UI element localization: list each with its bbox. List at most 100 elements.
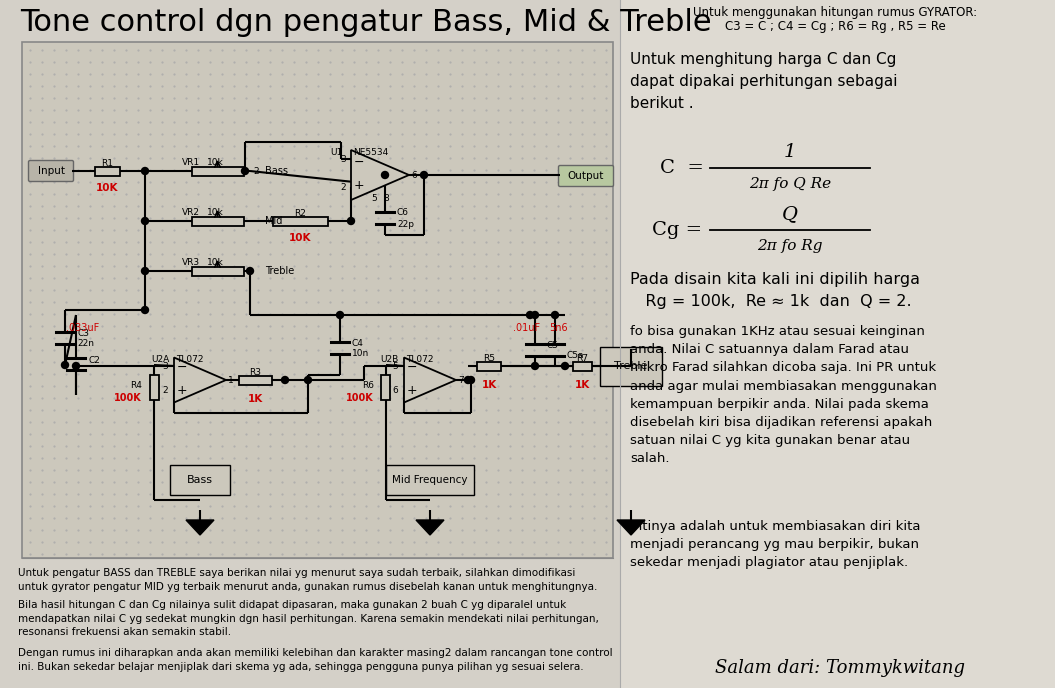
Text: Untuk pengatur BASS dan TREBLE saya berikan nilai yg menurut saya sudah terbaik,: Untuk pengatur BASS dan TREBLE saya beri… — [18, 568, 597, 592]
Text: VR1: VR1 — [183, 158, 200, 166]
Bar — [192, 217, 244, 226]
Text: 5: 5 — [371, 194, 377, 203]
Text: C4: C4 — [352, 339, 364, 348]
Text: Mid: Mid — [265, 216, 283, 226]
Text: R6: R6 — [362, 380, 375, 389]
Text: 6: 6 — [411, 171, 417, 180]
Bar — [620, 0, 1055, 688]
Text: 6: 6 — [392, 385, 398, 394]
Circle shape — [141, 306, 149, 314]
Bar — [192, 166, 244, 175]
Text: Q: Q — [782, 205, 798, 223]
Text: VR3: VR3 — [183, 257, 200, 266]
Text: 1: 1 — [228, 376, 234, 385]
FancyBboxPatch shape — [28, 160, 74, 182]
Circle shape — [467, 376, 475, 383]
Text: R4: R4 — [130, 380, 142, 389]
Text: 1K: 1K — [575, 380, 590, 390]
Polygon shape — [186, 520, 214, 535]
Circle shape — [73, 363, 79, 369]
Text: .01uF: .01uF — [514, 323, 540, 333]
Text: Salam dari: Tommykwitang: Salam dari: Tommykwitang — [715, 659, 965, 677]
Polygon shape — [404, 358, 456, 402]
Text: Input: Input — [38, 166, 64, 176]
Text: 10k: 10k — [207, 257, 224, 266]
Text: R3: R3 — [249, 368, 262, 377]
Text: 8: 8 — [383, 194, 389, 203]
Text: +: + — [176, 383, 188, 396]
Text: C5a: C5a — [567, 351, 584, 360]
Circle shape — [141, 217, 149, 224]
Circle shape — [141, 167, 149, 175]
Circle shape — [382, 171, 388, 178]
Text: Intinya adalah untuk membiasakan diri kita
menjadi perancang yg mau berpikir, bu: Intinya adalah untuk membiasakan diri ki… — [630, 520, 921, 570]
FancyBboxPatch shape — [558, 166, 614, 186]
Text: 10k: 10k — [207, 158, 224, 166]
Circle shape — [305, 376, 311, 383]
Text: Tone control dgn pengatur Bass, Mid & Treble: Tone control dgn pengatur Bass, Mid & Tr… — [20, 8, 712, 37]
Text: fo bisa gunakan 1KHz atau sesuai keinginan
anda. Nilai C satuannya dalam Farad a: fo bisa gunakan 1KHz atau sesuai keingin… — [630, 325, 937, 465]
Text: Dengan rumus ini diharapkan anda akan memiliki kelebihan dan karakter masing2 da: Dengan rumus ini diharapkan anda akan me… — [18, 648, 613, 671]
Bar — [478, 361, 500, 371]
Text: TL072: TL072 — [406, 354, 434, 363]
Text: C  =: C = — [660, 159, 704, 177]
Text: 100K: 100K — [114, 393, 142, 403]
Text: C2: C2 — [88, 356, 100, 365]
Text: Untuk menghitung harga C dan Cg
dapat dipakai perhitungan sebagai
berikut .: Untuk menghitung harga C dan Cg dapat di… — [630, 52, 898, 111]
Text: 7: 7 — [458, 376, 464, 385]
Circle shape — [247, 268, 253, 275]
Polygon shape — [351, 150, 409, 200]
Text: +: + — [353, 178, 364, 191]
FancyBboxPatch shape — [170, 465, 230, 495]
Circle shape — [464, 376, 472, 383]
Bar — [95, 166, 120, 175]
Bar — [150, 375, 158, 400]
Polygon shape — [174, 358, 226, 402]
Text: TL072: TL072 — [176, 354, 204, 363]
Text: C5: C5 — [546, 341, 559, 350]
Circle shape — [242, 167, 249, 175]
Text: Cg =: Cg = — [652, 221, 703, 239]
Text: R5: R5 — [483, 354, 495, 363]
Text: 5n6: 5n6 — [550, 323, 569, 333]
Text: −: − — [407, 361, 417, 374]
Text: 2π fo Rg: 2π fo Rg — [757, 239, 823, 253]
Circle shape — [347, 217, 354, 224]
Circle shape — [421, 171, 427, 178]
Circle shape — [61, 361, 69, 369]
Text: NE5534: NE5534 — [353, 148, 388, 157]
FancyBboxPatch shape — [600, 347, 661, 386]
Text: 10K: 10K — [96, 183, 119, 193]
Text: Mid Frequency: Mid Frequency — [392, 475, 467, 485]
Text: Pada disain kita kali ini dipilih harga
   Rg = 100k,  Re ≈ 1k  dan  Q = 2.: Pada disain kita kali ini dipilih harga … — [630, 272, 920, 309]
Text: 2π fo Q Re: 2π fo Q Re — [749, 177, 831, 191]
Polygon shape — [617, 520, 645, 535]
Text: C3 = C ; C4 = Cg ; R6 = Rg , R5 = Re: C3 = C ; C4 = Cg ; R6 = Rg , R5 = Re — [725, 20, 945, 33]
Circle shape — [552, 312, 558, 319]
Text: Treble: Treble — [265, 266, 294, 276]
Polygon shape — [416, 520, 444, 535]
Bar — [239, 376, 272, 385]
Text: 2: 2 — [341, 182, 346, 191]
Text: 2: 2 — [162, 385, 168, 394]
Text: 5: 5 — [392, 361, 398, 371]
Text: −: − — [353, 155, 364, 169]
Bar — [22, 42, 613, 558]
Text: +: + — [406, 383, 418, 396]
Text: R2: R2 — [294, 209, 306, 218]
Bar — [573, 361, 592, 371]
Circle shape — [337, 312, 344, 319]
Text: Bass: Bass — [187, 475, 213, 485]
Text: U2A: U2A — [151, 354, 169, 363]
Bar — [273, 217, 328, 226]
Text: Treble: Treble — [614, 361, 648, 371]
Text: 2: 2 — [253, 166, 258, 175]
FancyBboxPatch shape — [386, 465, 474, 495]
Text: 100K: 100K — [346, 393, 375, 403]
Text: VR2: VR2 — [183, 208, 200, 217]
Text: 10K: 10K — [289, 233, 311, 243]
Circle shape — [526, 312, 534, 319]
Text: Output: Output — [568, 171, 605, 181]
Text: .033uF: .033uF — [66, 323, 99, 333]
Text: 22n: 22n — [77, 339, 94, 348]
